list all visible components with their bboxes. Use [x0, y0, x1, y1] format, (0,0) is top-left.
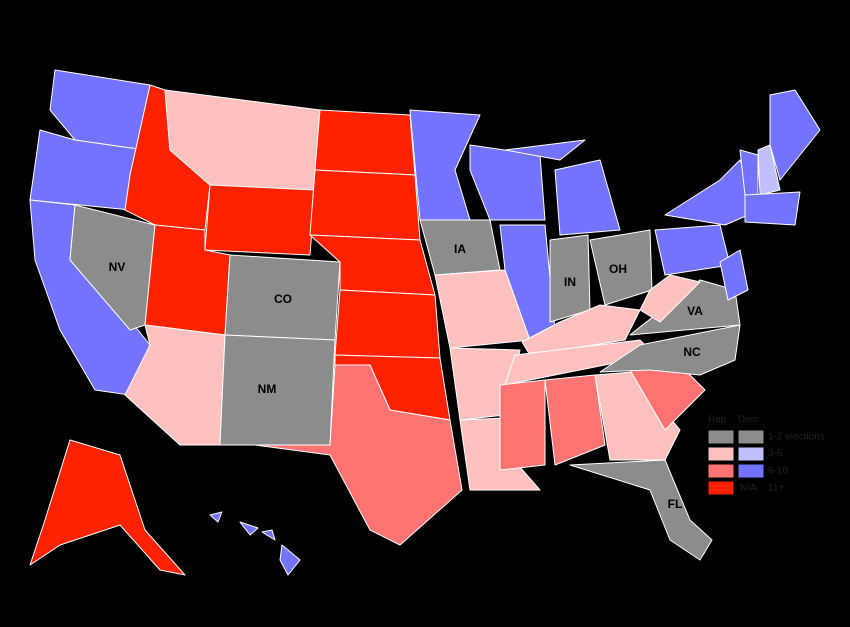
state-wy: [204, 184, 316, 256]
legend-swatch: [707, 463, 735, 479]
state-mn: [409, 109, 481, 221]
state-mi-up: [504, 139, 586, 161]
state-fl: [569, 459, 713, 561]
legend-swatch: [707, 429, 735, 445]
state-label: OH: [609, 262, 627, 276]
state-hi-4: [279, 544, 301, 576]
legend-label: 1-2 elections: [768, 432, 825, 443]
legend-label: 6-10: [768, 466, 788, 477]
state-mi: [554, 159, 621, 236]
state-wv: [639, 274, 701, 323]
state-label: NC: [683, 345, 701, 359]
state-nh: [757, 144, 781, 196]
state-label: CO: [274, 292, 292, 306]
state-label: IA: [454, 242, 466, 256]
state-nv: [69, 204, 156, 331]
state-nj-md: [719, 249, 749, 301]
legend-swatch: [737, 429, 765, 445]
legend-swatch: [737, 463, 765, 479]
state-hi-2: [239, 521, 259, 536]
legend-na: N/A: [740, 483, 757, 494]
legend-header: Dem: [738, 415, 759, 426]
state-tx: [254, 364, 463, 546]
legend-label: 11+: [768, 483, 784, 494]
states: [29, 69, 821, 576]
legend-swatch: [737, 446, 765, 462]
state-label: IN: [564, 275, 576, 289]
state-labels: NV CO NM IA IN OH VA NC FL: [109, 242, 704, 511]
state-ga: [594, 371, 681, 461]
state-label: NV: [109, 260, 126, 274]
legend-header: Rep: [708, 415, 727, 426]
state-nm: [219, 334, 336, 446]
state-label: NM: [258, 382, 277, 396]
legend-label: 3-5: [768, 449, 783, 460]
state-ma-ct: [744, 191, 801, 226]
state-ks: [334, 289, 441, 359]
state-ms: [499, 379, 546, 471]
state-hi-1: [209, 511, 223, 523]
state-al: [544, 374, 606, 466]
state-nd: [314, 109, 416, 176]
legend-swatch: [707, 480, 735, 496]
state-ak: [29, 439, 186, 576]
state-label: VA: [687, 304, 703, 318]
state-me: [769, 89, 821, 181]
state-label: FL: [668, 497, 683, 511]
state-sd: [309, 169, 421, 241]
legend-swatch: [707, 446, 735, 462]
state-hi-3: [261, 529, 276, 541]
legend: Rep Dem 1-2 elections 3-5 6-10 N/A 11+: [707, 415, 825, 496]
